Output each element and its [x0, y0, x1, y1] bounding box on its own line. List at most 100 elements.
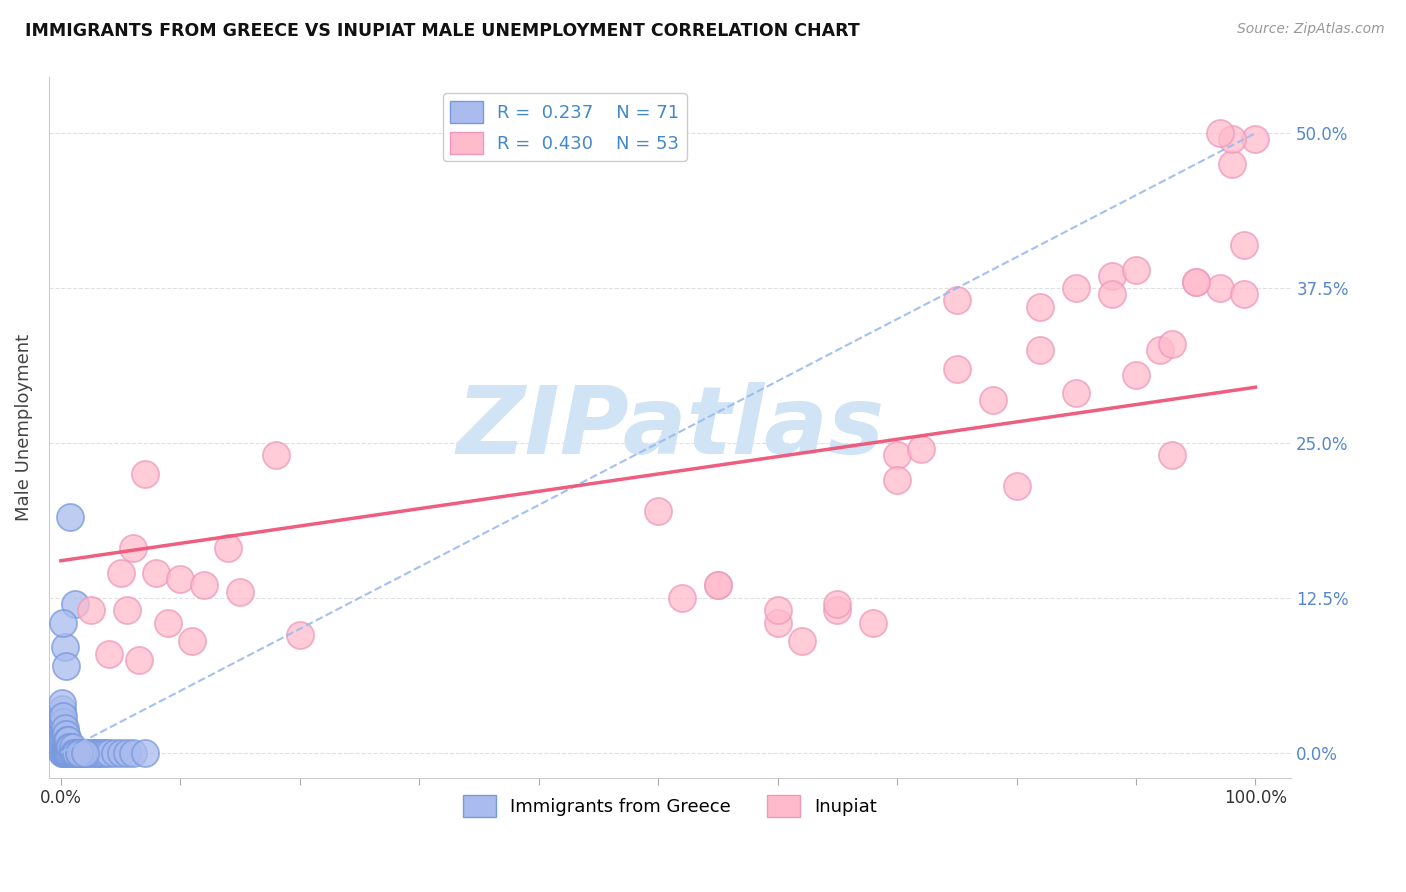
- Point: [89, 746, 111, 760]
- Point: [51, 708, 73, 723]
- Point: [1125, 262, 1147, 277]
- Point: [647, 504, 669, 518]
- Point: [707, 578, 730, 592]
- Point: [1125, 368, 1147, 382]
- Point: [53, 640, 76, 655]
- Point: [910, 442, 932, 457]
- Point: [80, 746, 103, 760]
- Point: [97, 647, 120, 661]
- Point: [1149, 343, 1171, 357]
- Point: [51, 714, 73, 729]
- Point: [53, 746, 76, 760]
- Point: [264, 449, 287, 463]
- Point: [121, 541, 143, 556]
- Point: [288, 628, 311, 642]
- Point: [128, 653, 150, 667]
- Point: [1160, 336, 1182, 351]
- Point: [58, 746, 80, 760]
- Point: [86, 746, 108, 760]
- Point: [217, 541, 239, 556]
- Point: [1160, 449, 1182, 463]
- Point: [52, 721, 75, 735]
- Point: [55, 659, 77, 673]
- Point: [52, 733, 75, 747]
- Point: [97, 746, 120, 760]
- Point: [56, 739, 79, 754]
- Point: [52, 746, 75, 760]
- Point: [55, 739, 77, 754]
- Point: [69, 746, 91, 760]
- Point: [52, 739, 75, 754]
- Point: [91, 746, 114, 760]
- Point: [67, 746, 90, 760]
- Point: [51, 696, 73, 710]
- Point: [157, 615, 180, 630]
- Text: Source: ZipAtlas.com: Source: ZipAtlas.com: [1237, 22, 1385, 37]
- Point: [51, 721, 73, 735]
- Point: [96, 746, 118, 760]
- Point: [76, 746, 98, 760]
- Point: [52, 733, 75, 747]
- Point: [51, 702, 73, 716]
- Point: [56, 739, 79, 754]
- Point: [58, 739, 80, 754]
- Point: [766, 603, 789, 617]
- Point: [134, 746, 156, 760]
- Point: [53, 733, 76, 747]
- Point: [886, 449, 908, 463]
- Point: [52, 714, 75, 729]
- Point: [59, 510, 82, 524]
- Point: [56, 733, 79, 747]
- Point: [72, 746, 94, 760]
- Point: [51, 746, 73, 760]
- Point: [1029, 343, 1052, 357]
- Point: [62, 739, 84, 754]
- Point: [52, 746, 75, 760]
- Point: [134, 467, 156, 481]
- Text: ZIPatlas: ZIPatlas: [456, 382, 884, 474]
- Point: [53, 746, 76, 760]
- Point: [52, 739, 75, 754]
- Point: [115, 603, 138, 617]
- Point: [1101, 287, 1123, 301]
- Point: [790, 634, 813, 648]
- Point: [52, 708, 75, 723]
- Point: [1208, 281, 1230, 295]
- Point: [145, 566, 167, 580]
- Point: [55, 727, 77, 741]
- Y-axis label: Male Unemployment: Male Unemployment: [15, 334, 32, 521]
- Point: [53, 721, 76, 735]
- Point: [827, 603, 849, 617]
- Point: [65, 746, 87, 760]
- Point: [52, 615, 75, 630]
- Point: [1232, 237, 1254, 252]
- Point: [110, 746, 132, 760]
- Point: [1184, 275, 1206, 289]
- Point: [55, 746, 77, 760]
- Point: [59, 739, 82, 754]
- Point: [1244, 132, 1267, 146]
- Point: [827, 597, 849, 611]
- Point: [56, 733, 79, 747]
- Point: [73, 746, 96, 760]
- Point: [56, 746, 79, 760]
- Point: [981, 392, 1004, 407]
- Point: [1066, 281, 1088, 295]
- Point: [83, 746, 105, 760]
- Point: [62, 746, 84, 760]
- Point: [55, 733, 77, 747]
- Point: [115, 746, 138, 760]
- Point: [51, 739, 73, 754]
- Point: [1232, 287, 1254, 301]
- Point: [80, 603, 103, 617]
- Point: [51, 733, 73, 747]
- Point: [73, 746, 96, 760]
- Point: [53, 739, 76, 754]
- Point: [104, 746, 127, 760]
- Point: [193, 578, 215, 592]
- Point: [51, 727, 73, 741]
- Point: [1208, 126, 1230, 140]
- Point: [229, 584, 252, 599]
- Point: [51, 739, 73, 754]
- Point: [121, 746, 143, 760]
